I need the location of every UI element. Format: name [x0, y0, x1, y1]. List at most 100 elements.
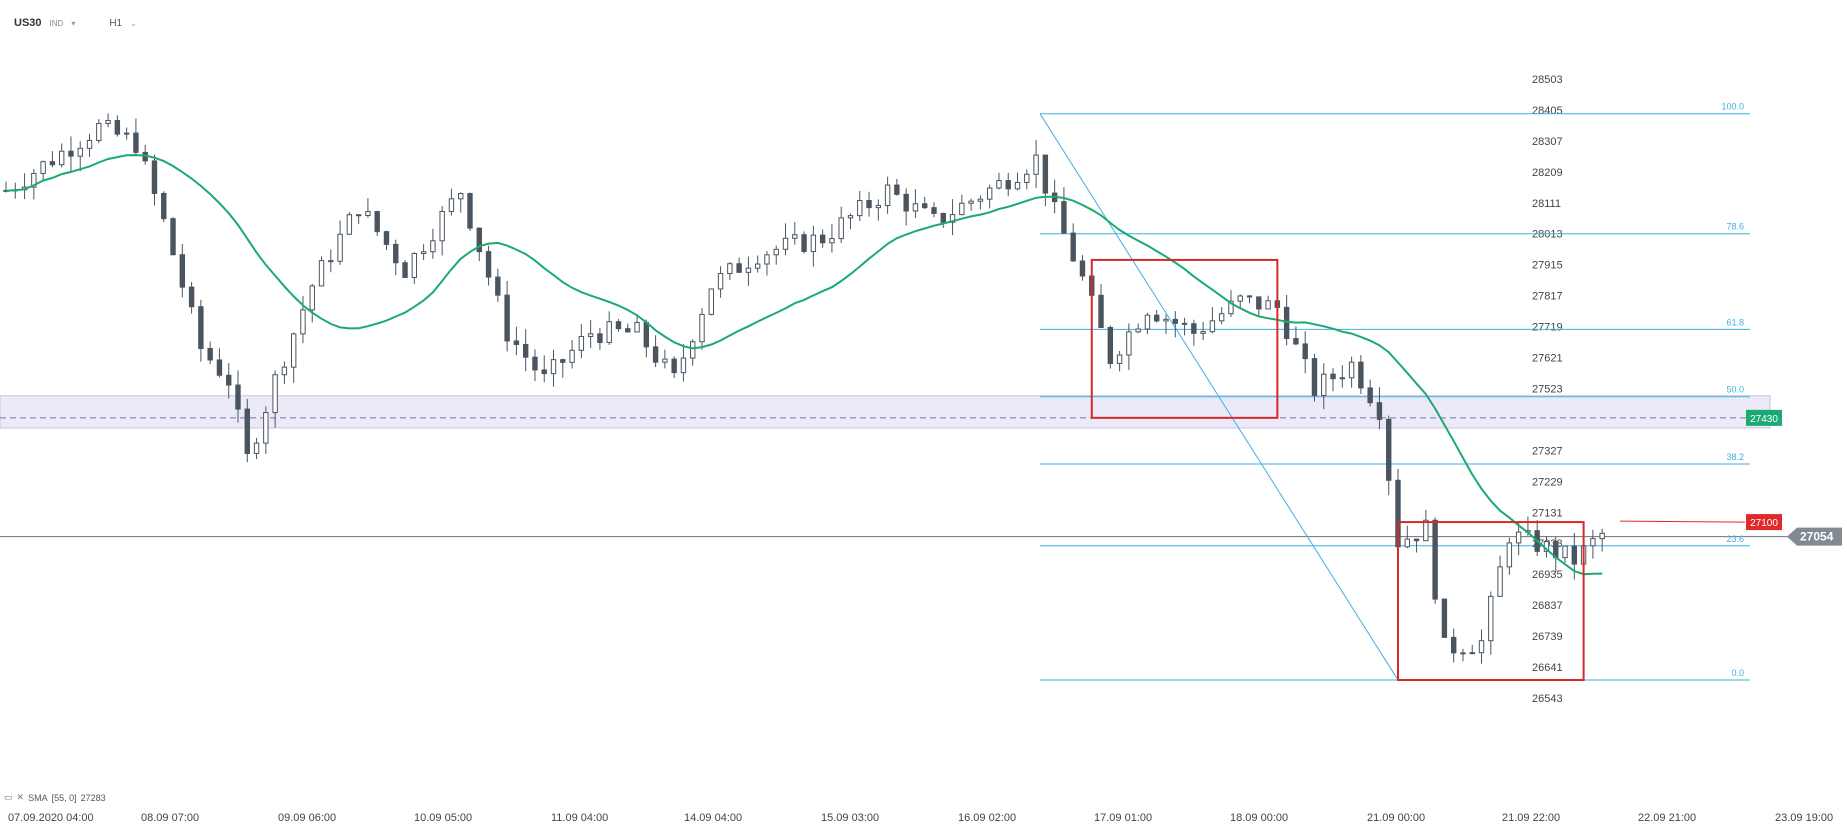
candle-body: [207, 347, 213, 361]
instrument-type-badge: IND: [49, 18, 64, 28]
candle-body: [31, 172, 37, 188]
timeframe-selector[interactable]: H1: [109, 17, 123, 29]
candle-body: [671, 358, 677, 374]
candle-body: [959, 202, 965, 216]
candle-body: [1404, 538, 1410, 548]
candle-body: [1154, 314, 1160, 322]
fib-level-label: 0.0: [1731, 668, 1744, 678]
candle-body: [1126, 331, 1132, 356]
fib-level-label: 50.0: [1726, 385, 1744, 395]
candle-body: [1339, 377, 1346, 380]
candle-body: [1256, 296, 1262, 310]
price-tag-label: 27054: [1800, 530, 1834, 544]
candle-body: [884, 184, 891, 207]
candle-body: [365, 211, 371, 216]
candle-body: [1079, 260, 1086, 277]
candle-body: [86, 139, 93, 149]
candle-body: [1293, 338, 1299, 345]
candle-body: [745, 267, 752, 273]
y-tick-label: 28111: [1532, 198, 1561, 210]
window-icon[interactable]: ▭: [4, 792, 13, 802]
candle-body: [977, 198, 984, 202]
candle-body: [782, 237, 789, 250]
candle-body: [1599, 532, 1605, 540]
candle-body: [894, 184, 900, 195]
candle-body: [699, 313, 705, 343]
candle-body: [1358, 361, 1364, 389]
candle-body: [625, 328, 631, 333]
candle-body: [1116, 354, 1123, 364]
candle-body: [1423, 519, 1429, 542]
resistance-line: [1619, 520, 1746, 523]
candle-body: [643, 321, 650, 348]
candle-body: [1330, 373, 1336, 380]
candle-body: [179, 254, 186, 288]
x-tick-label: 22.09 21:00: [1638, 812, 1696, 824]
candle-body: [411, 253, 418, 278]
candle-body: [1311, 358, 1318, 396]
symbol-label[interactable]: US30: [14, 17, 42, 29]
candle-body: [448, 198, 455, 212]
candle-body: [485, 251, 492, 278]
candle-body: [374, 211, 380, 233]
candle-body: [1469, 652, 1475, 655]
candle-body: [476, 227, 482, 253]
candle-body: [1562, 545, 1568, 559]
y-tick-label: 27817: [1532, 291, 1563, 303]
candle-body: [615, 321, 622, 330]
candle-body: [96, 122, 102, 141]
candle-body: [383, 231, 390, 245]
y-tick-label: 27523: [1532, 383, 1563, 395]
candle-body: [272, 374, 278, 414]
candle-body: [727, 263, 733, 275]
candle-body: [903, 193, 909, 212]
candle-body: [513, 340, 520, 345]
y-tick-label: 26641: [1532, 662, 1563, 674]
x-tick-label: 14.09 04:00: [684, 812, 742, 824]
candle-body: [801, 234, 807, 252]
candle-body: [161, 192, 167, 220]
x-tick-label: 08.09 07:00: [141, 812, 199, 824]
candle-body: [49, 161, 56, 166]
candle-body: [318, 260, 325, 287]
candle-body: [866, 200, 872, 209]
candle-body: [662, 358, 668, 363]
price-tag-label: 27100: [1750, 518, 1778, 529]
candle-body: [606, 321, 612, 343]
chevron-down-icon[interactable]: ⌄: [130, 18, 137, 28]
candle-body: [467, 193, 473, 229]
candle-body: [263, 412, 269, 444]
candle-body: [1200, 331, 1206, 334]
candle-body: [1450, 636, 1457, 654]
candle-body: [1515, 531, 1522, 544]
candle-body: [1302, 343, 1308, 360]
y-tick-label: 27621: [1532, 353, 1563, 365]
candle-body: [587, 333, 594, 338]
candle-body: [736, 263, 742, 273]
x-tick-label: 21.09 00:00: [1367, 812, 1425, 824]
y-tick-label: 28307: [1532, 136, 1563, 148]
x-tick-label: 07.09.2020 04:00: [8, 812, 94, 824]
candle-body: [58, 150, 65, 166]
candle-body: [550, 359, 557, 375]
candle-body: [355, 214, 362, 217]
candle-body: [838, 217, 844, 240]
candle-body: [773, 248, 779, 256]
candle-body: [1321, 373, 1327, 396]
y-tick-label: 28405: [1532, 105, 1563, 117]
candle-body: [986, 187, 993, 200]
candle-body: [949, 214, 956, 223]
candle-body: [290, 333, 297, 368]
candle-body: [281, 366, 288, 376]
y-tick-label: 26935: [1532, 569, 1563, 581]
candle-body: [105, 119, 111, 124]
candle-body: [458, 193, 464, 200]
candle-body: [1376, 402, 1383, 420]
candle-body: [1590, 538, 1596, 547]
candle-body: [708, 288, 714, 315]
chevron-down-icon[interactable]: ▾: [71, 18, 76, 28]
x-tick-label: 21.09 22:00: [1502, 812, 1560, 824]
close-icon[interactable]: ✕: [16, 792, 25, 802]
candle-body: [1460, 652, 1466, 655]
